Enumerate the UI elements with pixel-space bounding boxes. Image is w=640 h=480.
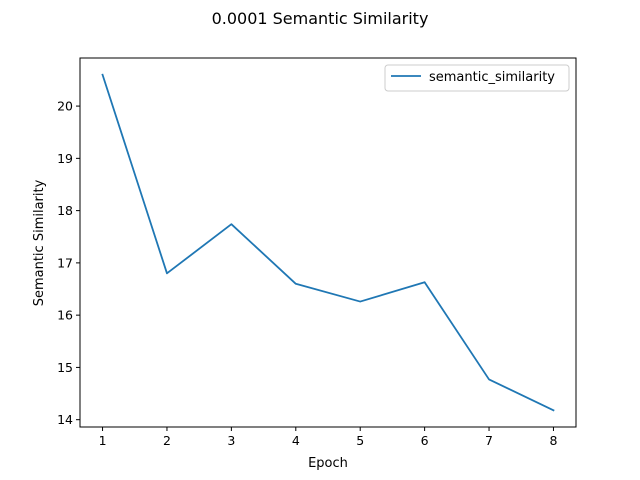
series-layer [101,73,555,412]
x-tick-label: 6 [421,433,429,448]
x-tick-label: 3 [227,433,235,448]
x-tick-label: 4 [292,433,300,448]
legend-box [384,64,570,92]
x-tick-label: 7 [485,433,493,448]
plot-area-frame [79,57,577,428]
x-axis-label: Epoch [308,456,348,471]
y-tick-label: 14 [57,412,73,427]
y-tick-label: 16 [57,308,73,323]
chart-title: 0.0001 Semantic Similarity [212,9,429,28]
legend-label-semantic-similarity: semantic_similarity [429,70,555,85]
legend: semantic_similarity [384,64,570,92]
x-tick-label: 2 [163,433,171,448]
y-axis-label-group: Semantic Similarity [32,179,47,306]
y-tick-label: 17 [57,255,73,270]
y-tick-label: 18 [57,203,73,218]
series-line-semantic-similarity [101,73,555,412]
y-tick-label: 19 [57,151,73,166]
y-axis: 14 15 16 17 18 19 20 [57,99,80,427]
x-tick-label: 8 [549,433,557,448]
y-axis-label: Semantic Similarity [32,179,47,306]
y-tick-label: 15 [57,360,73,375]
y-tick-label: 20 [57,99,73,114]
x-tick-label: 5 [356,433,364,448]
x-axis: 1 2 3 4 5 6 7 8 [99,427,557,448]
x-tick-label: 1 [99,433,107,448]
